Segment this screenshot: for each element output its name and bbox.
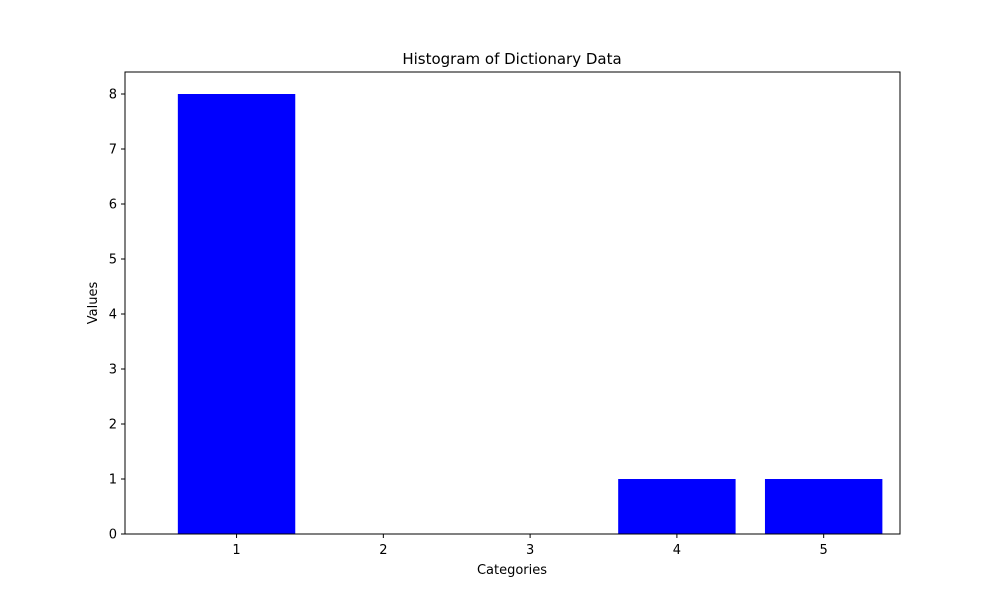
y-axis: 0 1 2 3 4 5 6 7 8: [109, 88, 125, 543]
y-axis-label: Values: [86, 282, 101, 325]
y-tick-label-2: 2: [109, 418, 117, 433]
y-tick-label-4: 4: [109, 308, 117, 323]
x-axis-label: Categories: [477, 563, 547, 578]
x-tick-label-3: 3: [526, 543, 534, 558]
x-tick-label-1: 1: [232, 543, 240, 558]
bar-4: [618, 479, 736, 534]
x-tick-label-2: 2: [379, 543, 387, 558]
x-tick-label-5: 5: [820, 543, 828, 558]
y-tick-label-5: 5: [109, 253, 117, 268]
plot-frame: [124, 71, 901, 535]
bars-layer: [177, 94, 883, 534]
x-tick-label-4: 4: [673, 543, 681, 558]
chart-title: Histogram of Dictionary Data: [402, 50, 621, 68]
bar-1: [177, 94, 296, 534]
y-tick-label-0: 0: [109, 528, 117, 543]
x-axis: 1 2 3 4 5: [232, 534, 828, 558]
y-tick-label-3: 3: [109, 363, 117, 378]
y-tick-label-7: 7: [109, 143, 117, 158]
y-tick-label-6: 6: [109, 198, 117, 213]
bar-5: [764, 479, 883, 534]
y-tick-label-8: 8: [109, 88, 117, 103]
y-tick-label-1: 1: [109, 473, 117, 488]
